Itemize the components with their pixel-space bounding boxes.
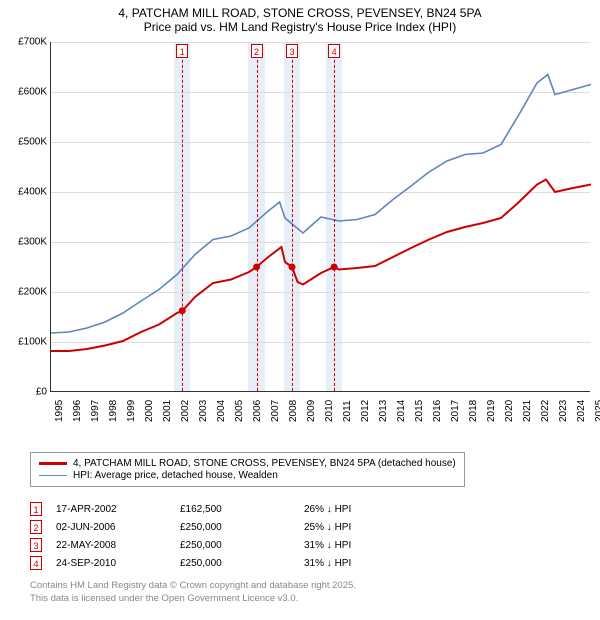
x-tick-label: 1997	[90, 400, 101, 422]
table-row: 2 02-JUN-2006 £250,000 25% ↓ HPI	[30, 518, 404, 536]
y-tick-label: £100K	[7, 337, 47, 348]
sales-table: 1 17-APR-2002 £162,500 26% ↓ HPI 2 02-JUN-200…	[30, 500, 404, 572]
row-delta: 26% ↓ HPI	[304, 504, 404, 515]
x-tick-label: 2018	[468, 400, 479, 422]
y-tick-label: £0	[7, 387, 47, 398]
x-tick-label: 2023	[558, 400, 569, 422]
chart: 1234£0£100K£200K£300K£400K£500K£600K£700…	[10, 42, 590, 422]
marker-label: 2	[251, 44, 263, 58]
y-tick-label: £400K	[7, 187, 47, 198]
x-tick-label: 2005	[234, 400, 245, 422]
marker-label: 1	[176, 44, 188, 58]
marker-label: 3	[286, 44, 298, 58]
row-delta: 25% ↓ HPI	[304, 522, 404, 533]
x-tick-label: 2011	[342, 400, 353, 422]
x-tick-label: 2012	[360, 400, 371, 422]
legend-item: 4, PATCHAM MILL ROAD, STONE CROSS, PEVEN…	[39, 458, 456, 469]
series-line	[51, 180, 591, 352]
x-tick-label: 2013	[378, 400, 389, 422]
x-tick-label: 2017	[450, 400, 461, 422]
row-price: £250,000	[180, 558, 290, 569]
y-tick-label: £500K	[7, 137, 47, 148]
marker-dashline	[182, 45, 183, 391]
legend: 4, PATCHAM MILL ROAD, STONE CROSS, PEVEN…	[30, 452, 465, 487]
y-tick-label: £200K	[7, 287, 47, 298]
row-index: 1	[30, 502, 42, 516]
legend-swatch	[39, 475, 67, 477]
row-price: £250,000	[180, 522, 290, 533]
y-tick-label: £600K	[7, 87, 47, 98]
y-tick-label: £700K	[7, 37, 47, 48]
x-tick-label: 2004	[216, 400, 227, 422]
row-date: 22-MAY-2008	[56, 540, 166, 551]
x-tick-label: 2015	[414, 400, 425, 422]
x-tick-label: 1999	[126, 400, 137, 422]
x-tick-label: 2001	[162, 400, 173, 422]
row-index: 4	[30, 556, 42, 570]
legend-label: HPI: Average price, detached house, Weal…	[73, 470, 278, 481]
x-tick-label: 2002	[180, 400, 191, 422]
row-delta: 31% ↓ HPI	[304, 540, 404, 551]
x-tick-label: 2016	[432, 400, 443, 422]
x-tick-label: 2007	[270, 400, 281, 422]
x-tick-label: 1996	[72, 400, 83, 422]
chart-lines	[51, 42, 590, 391]
legend-label: 4, PATCHAM MILL ROAD, STONE CROSS, PEVEN…	[73, 458, 456, 469]
row-date: 24-SEP-2010	[56, 558, 166, 569]
footer-attribution: Contains HM Land Registry data © Crown c…	[30, 580, 356, 606]
chart-title-line2: Price paid vs. HM Land Registry's House …	[0, 20, 600, 34]
x-tick-label: 2006	[252, 400, 263, 422]
plot-area: 1234£0£100K£200K£300K£400K£500K£600K£700…	[50, 42, 590, 392]
x-tick-label: 2019	[486, 400, 497, 422]
series-line	[51, 75, 591, 334]
marker-dashline	[334, 45, 335, 391]
x-tick-label: 2024	[576, 400, 587, 422]
x-tick-label: 2008	[288, 400, 299, 422]
row-index: 2	[30, 520, 42, 534]
x-tick-label: 2022	[540, 400, 551, 422]
x-tick-label: 1998	[108, 400, 119, 422]
row-date: 02-JUN-2006	[56, 522, 166, 533]
table-row: 3 22-MAY-2008 £250,000 31% ↓ HPI	[30, 536, 404, 554]
marker-dashline	[292, 45, 293, 391]
x-tick-label: 2010	[324, 400, 335, 422]
row-price: £162,500	[180, 504, 290, 515]
row-index: 3	[30, 538, 42, 552]
row-delta: 31% ↓ HPI	[304, 558, 404, 569]
marker-label: 4	[328, 44, 340, 58]
y-tick-label: £300K	[7, 237, 47, 248]
row-price: £250,000	[180, 540, 290, 551]
table-row: 1 17-APR-2002 £162,500 26% ↓ HPI	[30, 500, 404, 518]
x-tick-label: 2003	[198, 400, 209, 422]
table-row: 4 24-SEP-2010 £250,000 31% ↓ HPI	[30, 554, 404, 572]
footer-line2: This data is licensed under the Open Gov…	[30, 593, 356, 606]
x-tick-label: 2021	[522, 400, 533, 422]
x-tick-label: 1995	[54, 400, 65, 422]
footer-line1: Contains HM Land Registry data © Crown c…	[30, 580, 356, 593]
chart-title-line1: 4, PATCHAM MILL ROAD, STONE CROSS, PEVEN…	[0, 6, 600, 20]
x-tick-label: 2020	[504, 400, 515, 422]
x-tick-label: 2000	[144, 400, 155, 422]
marker-dashline	[257, 45, 258, 391]
x-tick-label: 2025	[594, 400, 600, 422]
row-date: 17-APR-2002	[56, 504, 166, 515]
legend-swatch	[39, 462, 67, 465]
legend-item: HPI: Average price, detached house, Weal…	[39, 470, 456, 481]
x-tick-label: 2009	[306, 400, 317, 422]
x-tick-label: 2014	[396, 400, 407, 422]
